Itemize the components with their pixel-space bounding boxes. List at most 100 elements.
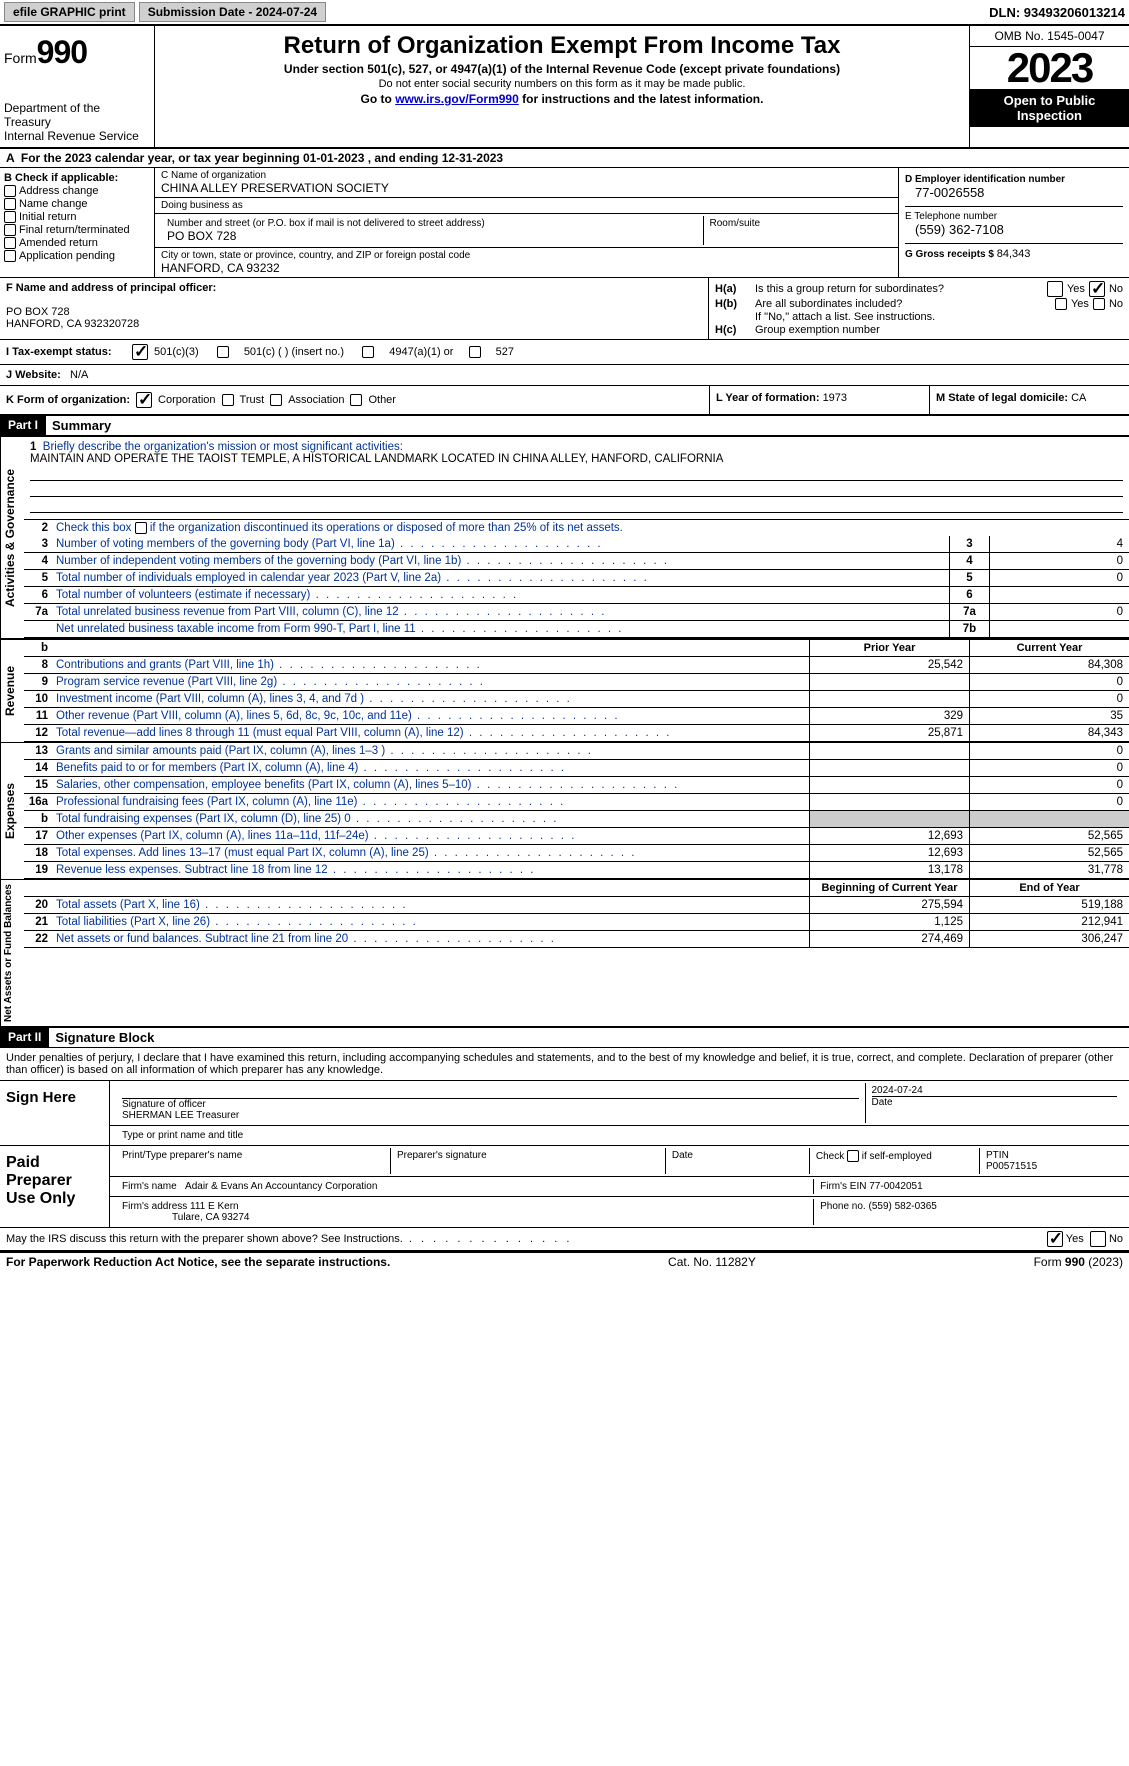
lbl-app-pending: Application pending [19,250,115,262]
sign-here-label: Sign Here [0,1081,110,1145]
discuss-row: May the IRS discuss this return with the… [0,1228,1129,1252]
prior-year-hdr: Prior Year [809,640,969,656]
discuss-no-label: No [1109,1233,1123,1245]
open-inspection: Open to Public Inspection [970,89,1129,127]
gov-line: 6Total number of volunteers (estimate if… [24,587,1129,604]
chk-501c[interactable] [217,346,229,358]
irs-link[interactable]: www.irs.gov/Form990 [395,92,519,106]
data-line: 16aProfessional fundraising fees (Part I… [24,794,1129,811]
tel-value: (559) 362-7108 [905,222,1123,237]
prep-sig-label: Preparer's signature [391,1148,666,1174]
footer-center: Cat. No. 11282Y [668,1255,756,1269]
checkbox-initial-return[interactable] [4,211,16,223]
data-line: 9Program service revenue (Part VIII, lin… [24,674,1129,691]
officer-addr2: HANFORD, CA 932320728 [6,318,702,330]
chk-527[interactable] [469,346,481,358]
gross-label: G Gross receipts $ [905,249,997,260]
form-subtitle-3: Go to www.irs.gov/Form990 for instructio… [163,92,961,106]
ha-yes-label: Yes [1067,283,1085,295]
ein-label: D Employer identification number [905,174,1123,185]
gov-line: 3Number of voting members of the governi… [24,536,1129,553]
checkbox-amended[interactable] [4,237,16,249]
section-revenue: Revenue b Prior Year Current Year 8Contr… [0,638,1129,742]
hc-label: H(c) [715,324,755,336]
boy-hdr: Beginning of Current Year [809,880,969,896]
chk-trust[interactable] [222,394,234,406]
ha-no-checkbox[interactable] [1089,281,1105,297]
year-formation-value: 1973 [823,392,847,404]
chk-501c3[interactable] [132,344,148,360]
block-bcd: B Check if applicable: Address change Na… [0,168,1129,278]
dba-label: Doing business as [161,200,892,211]
header-center: Return of Organization Exempt From Incom… [155,26,969,147]
chk-4947[interactable] [362,346,374,358]
lbl-amended: Amended return [19,237,98,249]
data-line: 21Total liabilities (Part X, line 26)1,1… [24,914,1129,931]
sig-type-label: Type or print name and title [116,1128,1123,1143]
mission-text: MAINTAIN AND OPERATE THE TAOIST TEMPLE, … [30,453,723,465]
part1-title: Summary [46,416,117,435]
ha-yes-checkbox[interactable] [1047,281,1063,297]
vlabel-revenue: Revenue [0,640,24,742]
col-d: D Employer identification number77-00265… [899,168,1129,277]
footer-left: For Paperwork Reduction Act Notice, see … [6,1255,390,1269]
data-line: 12Total revenue—add lines 8 through 11 (… [24,725,1129,742]
hc-text: Group exemption number [755,324,1123,336]
section-governance: Activities & Governance 1 Briefly descri… [0,436,1129,638]
line-a: A For the 2023 calendar year, or tax yea… [0,149,1129,168]
row-j: J Website: N/A [0,365,1129,386]
lbl-name-change: Name change [19,198,88,210]
checkbox-name-change[interactable] [4,198,16,210]
lbl-other: Other [368,394,396,406]
header-left: Form990 Department of the Treasury Inter… [0,26,155,147]
chk-assoc[interactable] [270,394,282,406]
dln-label: DLN: 93493206013214 [989,5,1125,20]
website-label: J Website: [6,369,64,381]
addr-label: Number and street (or P.O. box if mail i… [167,218,697,229]
col-b-title: B Check if applicable: [4,172,150,184]
discuss-yes-checkbox[interactable] [1047,1231,1063,1247]
form-label: Form [4,50,37,66]
discuss-no-checkbox[interactable] [1090,1231,1106,1247]
section-net-assets: Net Assets or Fund Balances Beginning of… [0,879,1129,1028]
firm-phone-label: Phone no. [820,1201,868,1212]
lbl-address-change: Address change [19,185,99,197]
sig-date-value: 2024-07-24 [872,1085,1118,1097]
discuss-text: May the IRS discuss this return with the… [6,1233,1047,1245]
org-name: CHINA ALLEY PRESERVATION SOCIETY [161,181,892,195]
form-org-label: K Form of organization: [6,394,130,406]
checkbox-app-pending[interactable] [4,250,16,262]
state-domicile-label: M State of legal domicile: [936,392,1071,404]
chk-other[interactable] [350,394,362,406]
tel-label: E Telephone number [905,211,1123,222]
part1-header-row: Part I Summary [0,416,1129,436]
lbl-assoc: Association [288,394,344,406]
chk-discontinued[interactable] [135,522,147,534]
ha-text: Is this a group return for subordinates? [755,283,1047,295]
hb-no-checkbox[interactable] [1093,298,1105,310]
firm-addr2: Tulare, CA 93274 [172,1212,249,1223]
vlabel-net-assets: Net Assets or Fund Balances [0,880,24,1026]
chk-self-employed[interactable] [847,1150,859,1162]
form-number: 990 [37,34,87,70]
lbl-corp: Corporation [158,394,215,406]
data-line: 13Grants and similar amounts paid (Part … [24,743,1129,760]
col-f: F Name and address of principal officer:… [0,278,709,339]
lbl-trust: Trust [240,394,265,406]
chk-corp[interactable] [136,392,152,408]
efile-button[interactable]: efile GRAPHIC print [4,2,135,22]
part2-title: Signature Block [49,1028,160,1047]
hb-text: Are all subordinates included? [755,298,1055,310]
hb-no-label: No [1109,298,1123,310]
firm-name-value: Adair & Evans An Accountancy Corporation [185,1181,377,1192]
preparer-row: Paid Preparer Use Only Print/Type prepar… [0,1146,1129,1228]
goto-pre: Go to [361,92,396,106]
checkbox-address-change[interactable] [4,185,16,197]
checkbox-final-return[interactable] [4,224,16,236]
hb-yes-checkbox[interactable] [1055,298,1067,310]
lbl-527: 527 [496,346,514,358]
addr-value: PO BOX 728 [167,229,697,243]
data-line: 19Revenue less expenses. Subtract line 1… [24,862,1129,879]
block-fh: F Name and address of principal officer:… [0,278,1129,340]
hb-note: If "No," attach a list. See instructions… [755,311,1123,323]
